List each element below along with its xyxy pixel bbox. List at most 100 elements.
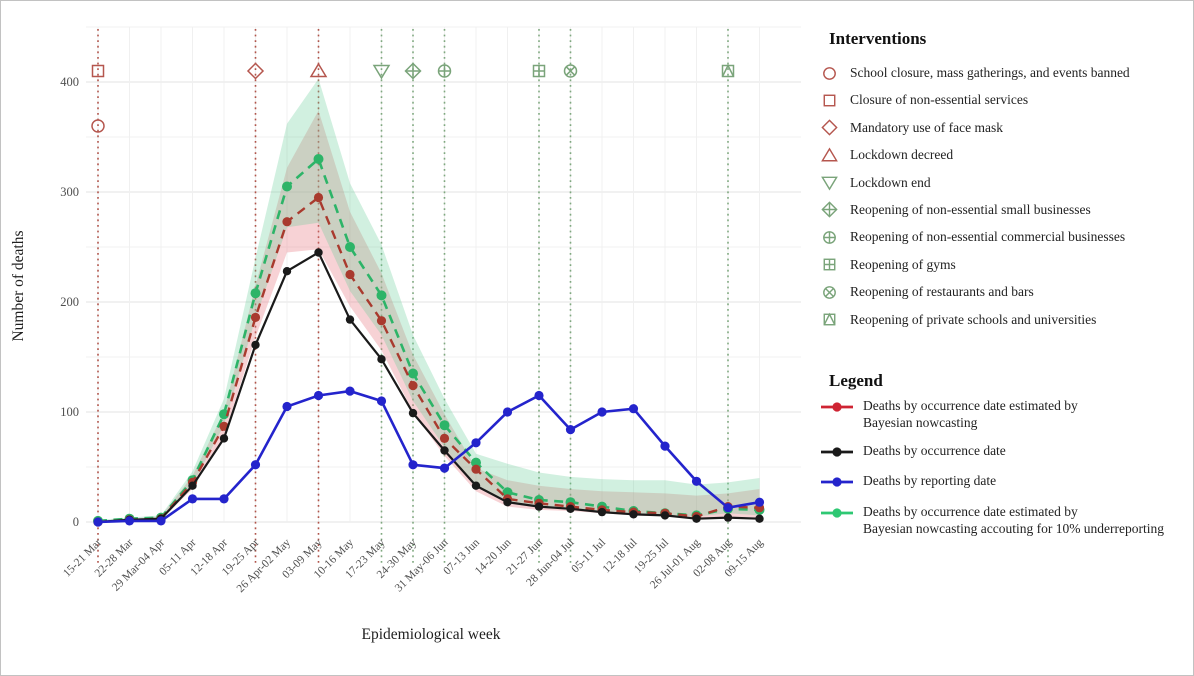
series-point-red_line [250,312,261,322]
series-point-green_line [471,457,481,468]
series-point-blue_line [723,503,733,513]
series-legend-label-line: Deaths by occurrence date estimated by [863,504,1078,519]
series-point-red_line [282,217,292,227]
series-point-black_line [440,446,449,455]
series-point-blue_line [376,396,387,406]
series-point-blue_line [313,390,324,401]
y-tick-label: 300 [60,185,79,199]
intervention-marker-square-plus [532,64,546,78]
intervention-legend-item: Reopening of restaurants and bars [820,283,1191,301]
intervention-marker-diamond [246,62,265,80]
series-line-blue_line [97,389,760,524]
intervention-marker-circle-x [563,64,578,78]
series-point-blue_line [250,460,261,470]
series-legend-item: Deaths by occurrence date estimated by Ba… [820,398,1191,431]
series-point-black_line [755,514,764,523]
series-key-icon [821,508,853,518]
series-point-red_line [376,316,387,326]
circle-x-icon [823,285,836,299]
series-legend-label-line: Deaths by reporting date [863,473,997,488]
intervention-legend-label: Mandatory use of face mask [850,119,1003,135]
series-point-black_line [251,340,260,350]
y-tick-label: 400 [60,75,79,89]
side-panel: Interventions School closure, mass gathe… [807,1,1193,675]
series-point-black_line [282,267,292,276]
series-legend-label: Deaths by occurrence date [863,443,1006,460]
intervention-legend-item: Mandatory use of face mask [820,119,1191,137]
series-point-red_line [345,269,355,280]
intervention-legend-label: School closure, mass gatherings, and eve… [850,65,1130,80]
series-point-blue_line [156,516,166,526]
intervention-legend-item: Closure of non-essential services [820,91,1191,109]
series-point-red_line [313,192,324,203]
series-point-black_line [660,511,670,520]
series-key-icon [821,477,853,487]
y-tick-label: 0 [73,515,79,529]
series-point-blue_line [345,386,355,396]
series-legend-label: Deaths by occurrence date estimated by Ba… [863,504,1164,537]
series-point-black_line [629,510,638,519]
series-key-icon [821,447,853,457]
interventions-legend: School closure, mass gatherings, and eve… [820,64,1191,338]
intervention-legend-label: Lockdown decreed [850,147,954,163]
circle-plus-icon [823,230,836,244]
series-point-black_line [692,514,701,523]
series-point-black_line [219,434,229,443]
series-point-blue_line [219,494,229,504]
intervention-legend-item: Lockdown end [820,174,1191,192]
series-point-green_line [408,368,418,379]
series-legend-label-line: Bayesian nowcasting accouting for 10% un… [863,520,1165,536]
series-point-black_line [345,315,355,324]
series-point-green_line [250,288,261,299]
intervention-legend-item: Lockdown decreed [820,146,1191,164]
series-point-green_line [219,409,229,420]
intervention-marker-square [91,64,105,78]
intervention-legend-label: Lockdown end [850,174,931,190]
series-legend-label: Deaths by occurrence date estimated by Ba… [863,398,1078,431]
series-point-black_line [408,408,418,418]
intervention-marker-square-triangle [721,63,735,78]
series-legend-label-line: Deaths by occurrence date estimated by [863,398,1078,413]
series-point-green_line [502,487,513,498]
intervention-legend-label: Reopening of non-essential commercial bu… [850,229,1126,245]
series-point-black_line [503,498,512,507]
y-axis-title: Number of deaths [10,230,27,341]
series-point-red_line [408,381,418,391]
square-icon [823,94,836,107]
square-plus-icon [823,258,836,271]
y-tick-label: 200 [60,295,79,309]
series-legend-item: Deaths by reporting date [820,473,1191,490]
series-point-blue_line [502,407,513,417]
diamond-icon [821,119,838,136]
intervention-legend-label: Reopening of non-essential small busines… [850,201,1091,217]
intervention-marker-triangle-up [309,62,328,78]
series-point-green_line [439,420,450,431]
intervention-legend-item: Reopening of gyms [820,256,1191,274]
intervention-legend-item: Reopening of non-essential small busines… [820,201,1191,219]
intervention-legend-label: Reopening of restaurants and bars [850,284,1034,300]
series-point-blue_line [534,390,544,401]
series-point-blue_line [124,516,135,526]
series-point-blue_line [471,438,481,448]
intervention-legend-item: Reopening of private schools and univers… [820,311,1191,329]
series-point-blue_line [439,463,450,473]
series-point-green_line [282,181,292,192]
series-point-blue_line [660,441,670,451]
series-point-blue_line [282,401,292,412]
y-tick-label: 100 [60,405,79,419]
series-legend-label-line: Deaths by occurrence date [863,443,1006,458]
legend-title: Legend [829,371,883,390]
circle-icon [823,66,836,80]
x-axis-title: Epidemiological week [361,626,500,643]
series-legend-label-line: Bayesian nowcasting [863,414,978,430]
series-point-blue_line [754,497,765,507]
series-point-blue_line [565,425,576,435]
series-point-black_line [188,481,197,490]
series-legend-label: Deaths by reporting date [863,473,996,490]
series-point-green_line [313,154,324,164]
series-point-black_line [566,504,575,513]
series-point-black_line [471,481,481,490]
intervention-marker-diamond-plus [404,62,422,80]
intervention-marker-circle [91,119,105,133]
